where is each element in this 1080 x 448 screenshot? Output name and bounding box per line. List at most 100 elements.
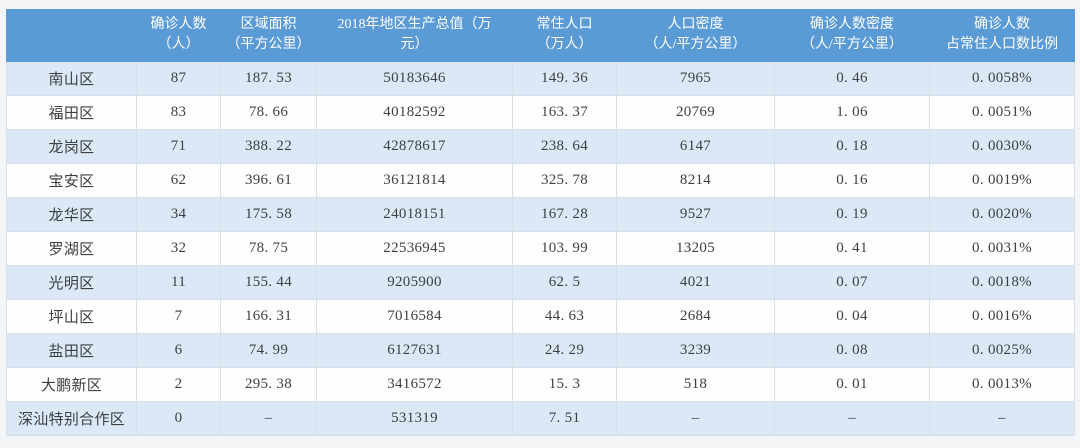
table-cell: 155. 44: [220, 264, 317, 300]
table-cell: 0. 16: [774, 162, 930, 198]
table-row: 坪山区 7 166. 31 7016584 44. 63 2684 0. 04 0. 0016…: [6, 298, 1075, 334]
table-cell: 187. 53: [220, 60, 317, 96]
district-name-cell: 盐田区: [6, 332, 137, 368]
header-cell: 常住人口 （万人）: [512, 9, 617, 62]
table-cell: –: [774, 400, 930, 436]
table-row: 光明区 11 155. 44 9205900 62. 5 4021 0. 07 0. 0018…: [6, 264, 1075, 300]
table-cell: 0. 0013%: [929, 366, 1075, 402]
table-cell: 83: [136, 94, 221, 130]
table-cell: 531319: [316, 400, 513, 436]
table-cell: 87: [136, 60, 221, 96]
header-cell: 2018年地区生产总值（万 元）: [316, 9, 513, 62]
table-cell: 0. 07: [774, 264, 930, 300]
header-cell: 区域面积 （平方公里）: [220, 9, 317, 62]
table-cell: 44. 63: [512, 298, 617, 334]
table-cell: 24018151: [316, 196, 513, 232]
table-cell: 7016584: [316, 298, 513, 334]
table-cell: 166. 31: [220, 298, 317, 334]
table-cell: 6127631: [316, 332, 513, 368]
table-cell: 42878617: [316, 128, 513, 164]
table-row: 宝安区 62 396. 61 36121814 325. 78 8214 0. 16 0. 0…: [6, 162, 1075, 198]
table-cell: 6: [136, 332, 221, 368]
table-cell: 175. 58: [220, 196, 317, 232]
district-name-cell: 龙岗区: [6, 128, 137, 164]
table-cell: 78. 75: [220, 230, 317, 266]
table-cell: 518: [616, 366, 775, 402]
table-cell: 2684: [616, 298, 775, 334]
header-cell: 人口密度 （人/平方公里）: [616, 9, 775, 62]
table-cell: 15. 3: [512, 366, 617, 402]
table-row: 盐田区 6 74. 99 6127631 24. 29 3239 0. 08 0. 0025%: [6, 332, 1075, 368]
header-row: 确诊人数 （人） 区域面积 （平方公里） 2018年地区生产总值（万 元） 常住人口 …: [6, 9, 1075, 62]
table-cell: 0. 01: [774, 366, 930, 402]
table-cell: 238. 64: [512, 128, 617, 164]
table-cell: 1. 06: [774, 94, 930, 130]
table-cell: 0. 0031%: [929, 230, 1075, 266]
table-cell: 167. 28: [512, 196, 617, 232]
table-cell: 11: [136, 264, 221, 300]
table-cell: 62: [136, 162, 221, 198]
table-cell: 3239: [616, 332, 775, 368]
table-cell: 7. 51: [512, 400, 617, 436]
district-name-cell: 南山区: [6, 60, 137, 96]
table-cell: 2: [136, 366, 221, 402]
table-cell: 22536945: [316, 230, 513, 266]
table-row: 龙岗区 71 388. 22 42878617 238. 64 6147 0. 18 0. 0…: [6, 128, 1075, 164]
table-row: 南山区 87 187. 53 50183646 149. 36 7965 0. 46 0. 0…: [6, 60, 1075, 96]
table-cell: 34: [136, 196, 221, 232]
table-cell: 36121814: [316, 162, 513, 198]
table-cell: 32: [136, 230, 221, 266]
table-cell: 0. 46: [774, 60, 930, 96]
table-cell: 9527: [616, 196, 775, 232]
district-name-cell: 龙华区: [6, 196, 137, 232]
table-cell: 50183646: [316, 60, 513, 96]
table-row: 龙华区 34 175. 58 24018151 167. 28 9527 0. 19 0. 0…: [6, 196, 1075, 232]
table-cell: 8214: [616, 162, 775, 198]
table-cell: 149. 36: [512, 60, 617, 96]
table-cell: 71: [136, 128, 221, 164]
table-row: 罗湖区 32 78. 75 22536945 103. 99 13205 0. 41 0. 0…: [6, 230, 1075, 266]
table-cell: 0. 0051%: [929, 94, 1075, 130]
districts-table: 确诊人数 （人） 区域面积 （平方公里） 2018年地区生产总值（万 元） 常住人口 …: [6, 9, 1075, 436]
table-cell: 3416572: [316, 366, 513, 402]
district-name-cell: 罗湖区: [6, 230, 137, 266]
table-cell: 396. 61: [220, 162, 317, 198]
table-cell: 0. 0018%: [929, 264, 1075, 300]
header-cell: 确诊人数密度 （人/平方公里）: [774, 9, 930, 62]
table-cell: 0. 0019%: [929, 162, 1075, 198]
table-cell: 0. 0020%: [929, 196, 1075, 232]
table-cell: 325. 78: [512, 162, 617, 198]
table-cell: 7: [136, 298, 221, 334]
table-cell: 0. 41: [774, 230, 930, 266]
table-cell: 40182592: [316, 94, 513, 130]
table-cell: 20769: [616, 94, 775, 130]
table-row: 深汕特别合作区 0–531319 7. 51– – –: [6, 400, 1075, 436]
table-cell: 0. 08: [774, 332, 930, 368]
table-cell: –: [929, 400, 1075, 436]
table-cell: 0. 19: [774, 196, 930, 232]
table-cell: 163. 37: [512, 94, 617, 130]
district-name-cell: 大鹏新区: [6, 366, 137, 402]
table-cell: 74. 99: [220, 332, 317, 368]
table-cell: 13205: [616, 230, 775, 266]
table-cell: 6147: [616, 128, 775, 164]
table-cell: –: [220, 400, 317, 436]
table-cell: –: [616, 400, 775, 436]
district-name-cell: 福田区: [6, 94, 137, 130]
header-cell: [6, 9, 137, 62]
header-cell: 确诊人数 （人）: [136, 9, 221, 62]
table-row: 大鹏新区 2 295. 38 3416572 15. 3 518 0. 01 0. 0013%: [6, 366, 1075, 402]
district-name-cell: 宝安区: [6, 162, 137, 198]
table-cell: 0. 0030%: [929, 128, 1075, 164]
table-cell: 0. 0025%: [929, 332, 1075, 368]
district-name-cell: 深汕特别合作区: [6, 400, 137, 436]
header-cell: 确诊人数 占常住人口数比例: [929, 9, 1075, 62]
table-body: 南山区 87 187. 53 50183646 149. 36 7965 0. 46 0. 0…: [6, 60, 1075, 436]
table-cell: 78. 66: [220, 94, 317, 130]
district-name-cell: 光明区: [6, 264, 137, 300]
table-cell: 24. 29: [512, 332, 617, 368]
table-cell: 0. 0058%: [929, 60, 1075, 96]
table-cell: 9205900: [316, 264, 513, 300]
table-cell: 0. 0016%: [929, 298, 1075, 334]
